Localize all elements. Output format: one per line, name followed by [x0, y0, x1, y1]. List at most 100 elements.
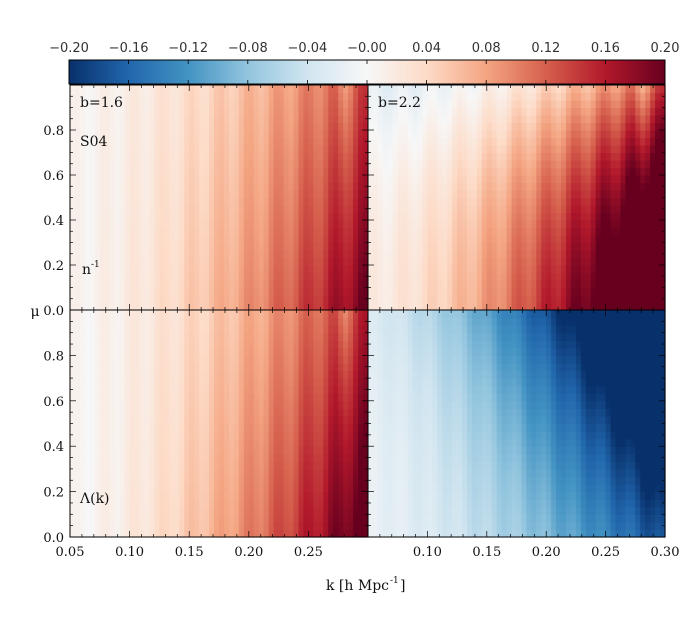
heatmap-cell — [243, 115, 250, 124]
heatmap-cell — [189, 130, 195, 139]
heatmap-cell — [273, 212, 280, 221]
heatmap-cell — [233, 220, 240, 229]
heatmap-cell — [134, 438, 141, 447]
heatmap-cell — [377, 257, 384, 266]
heatmap-cell — [288, 280, 295, 289]
heatmap-cell — [233, 529, 240, 538]
heatmap-cell — [84, 393, 91, 402]
heatmap-cell — [169, 461, 175, 470]
heatmap-cell — [655, 220, 661, 229]
heatmap-cell — [144, 265, 151, 274]
heatmap-cell — [258, 431, 265, 440]
heatmap-cell — [278, 85, 285, 94]
heatmap-cell — [273, 476, 280, 485]
heatmap-cell — [605, 280, 612, 289]
heatmap-cell — [605, 250, 612, 259]
heatmap-cell — [655, 137, 661, 146]
heatmap-cell — [650, 287, 656, 296]
heatmap-cell — [89, 160, 96, 169]
heatmap-cell — [273, 152, 280, 161]
heatmap-cell — [273, 92, 280, 101]
heatmap-cell — [273, 408, 280, 417]
heatmap-cell — [402, 85, 409, 94]
heatmap-cell — [506, 227, 513, 236]
heatmap-cell — [204, 362, 210, 372]
heatmap-cell — [452, 160, 458, 169]
heatmap-cell — [194, 461, 200, 470]
heatmap-cell — [412, 235, 419, 244]
heatmap-cell — [521, 152, 527, 161]
heatmap-cell — [104, 310, 111, 319]
heatmap-cell — [243, 257, 250, 266]
heatmap-cell — [600, 137, 607, 146]
heatmap-cell — [556, 145, 562, 154]
heatmap-cell — [84, 484, 91, 493]
heatmap-cell — [625, 130, 631, 139]
heatmap-cell — [89, 332, 96, 341]
heatmap-cell — [79, 280, 86, 289]
heatmap-cell — [635, 190, 641, 199]
heatmap-cell — [387, 182, 394, 191]
heatmap-cell — [353, 130, 359, 139]
heatmap-cell — [333, 212, 339, 221]
heatmap-cell — [129, 92, 136, 101]
heatmap-cell — [407, 265, 414, 274]
heatmap-cell — [194, 175, 200, 184]
heatmap-cell — [476, 145, 483, 154]
heatmap-cell — [447, 85, 453, 94]
heatmap-cell — [184, 468, 190, 478]
heatmap-cell — [566, 295, 572, 304]
heatmap-cell — [615, 182, 622, 191]
heatmap-cell — [491, 167, 498, 176]
heatmap-cell — [452, 130, 458, 139]
heatmap-cell — [541, 85, 547, 94]
heatmap-cell — [595, 152, 602, 161]
heatmap-cell — [580, 107, 587, 116]
heatmap-cell — [338, 257, 344, 266]
heatmap-cell — [437, 272, 443, 281]
heatmap-cell — [258, 167, 265, 176]
heatmap-cell — [248, 408, 255, 417]
heatmap-cell — [199, 100, 205, 109]
heatmap-cell — [595, 280, 602, 289]
heatmap-cell — [94, 393, 101, 402]
heatmap-cell — [328, 265, 334, 274]
heatmap-cell — [84, 476, 91, 485]
heatmap-cell — [248, 287, 255, 296]
heatmap-cell — [179, 182, 185, 191]
heatmap-cell — [144, 408, 151, 417]
heatmap-cell — [590, 167, 597, 176]
heatmap-cell — [194, 287, 200, 296]
heatmap-cell — [139, 378, 146, 387]
heatmap-cell — [536, 295, 542, 304]
heatmap-cell — [194, 212, 200, 221]
heatmap-cell — [209, 145, 215, 154]
heatmap-cell — [94, 347, 101, 356]
heatmap-cell — [258, 446, 265, 455]
heatmap-cell — [402, 287, 409, 296]
heatmap-cell — [184, 317, 190, 326]
heatmap-cell — [531, 167, 537, 176]
heatmap-cell — [333, 265, 339, 274]
heatmap-cell — [114, 152, 121, 161]
heatmap-cell — [70, 287, 76, 296]
heatmap-cell — [457, 265, 463, 274]
heatmap-cell — [655, 85, 661, 94]
heatmap-cell — [442, 302, 448, 311]
heatmap-cell — [368, 302, 374, 311]
heatmap-cell — [99, 250, 106, 259]
heatmap-cell — [124, 107, 131, 116]
heatmap-cell — [575, 220, 582, 229]
heatmap-cell — [556, 160, 562, 169]
heatmap-cell — [402, 295, 409, 304]
heatmap-cell — [104, 325, 111, 334]
heatmap-cell — [248, 362, 255, 372]
heatmap-cell — [228, 499, 235, 508]
heatmap-cell — [263, 453, 270, 462]
heatmap-cell — [595, 167, 602, 176]
heatmap-cell — [422, 257, 428, 266]
heatmap-cell — [94, 182, 101, 191]
heatmap-cell — [109, 393, 116, 402]
heatmap-cell — [278, 347, 285, 356]
heatmap-cell — [313, 272, 319, 281]
